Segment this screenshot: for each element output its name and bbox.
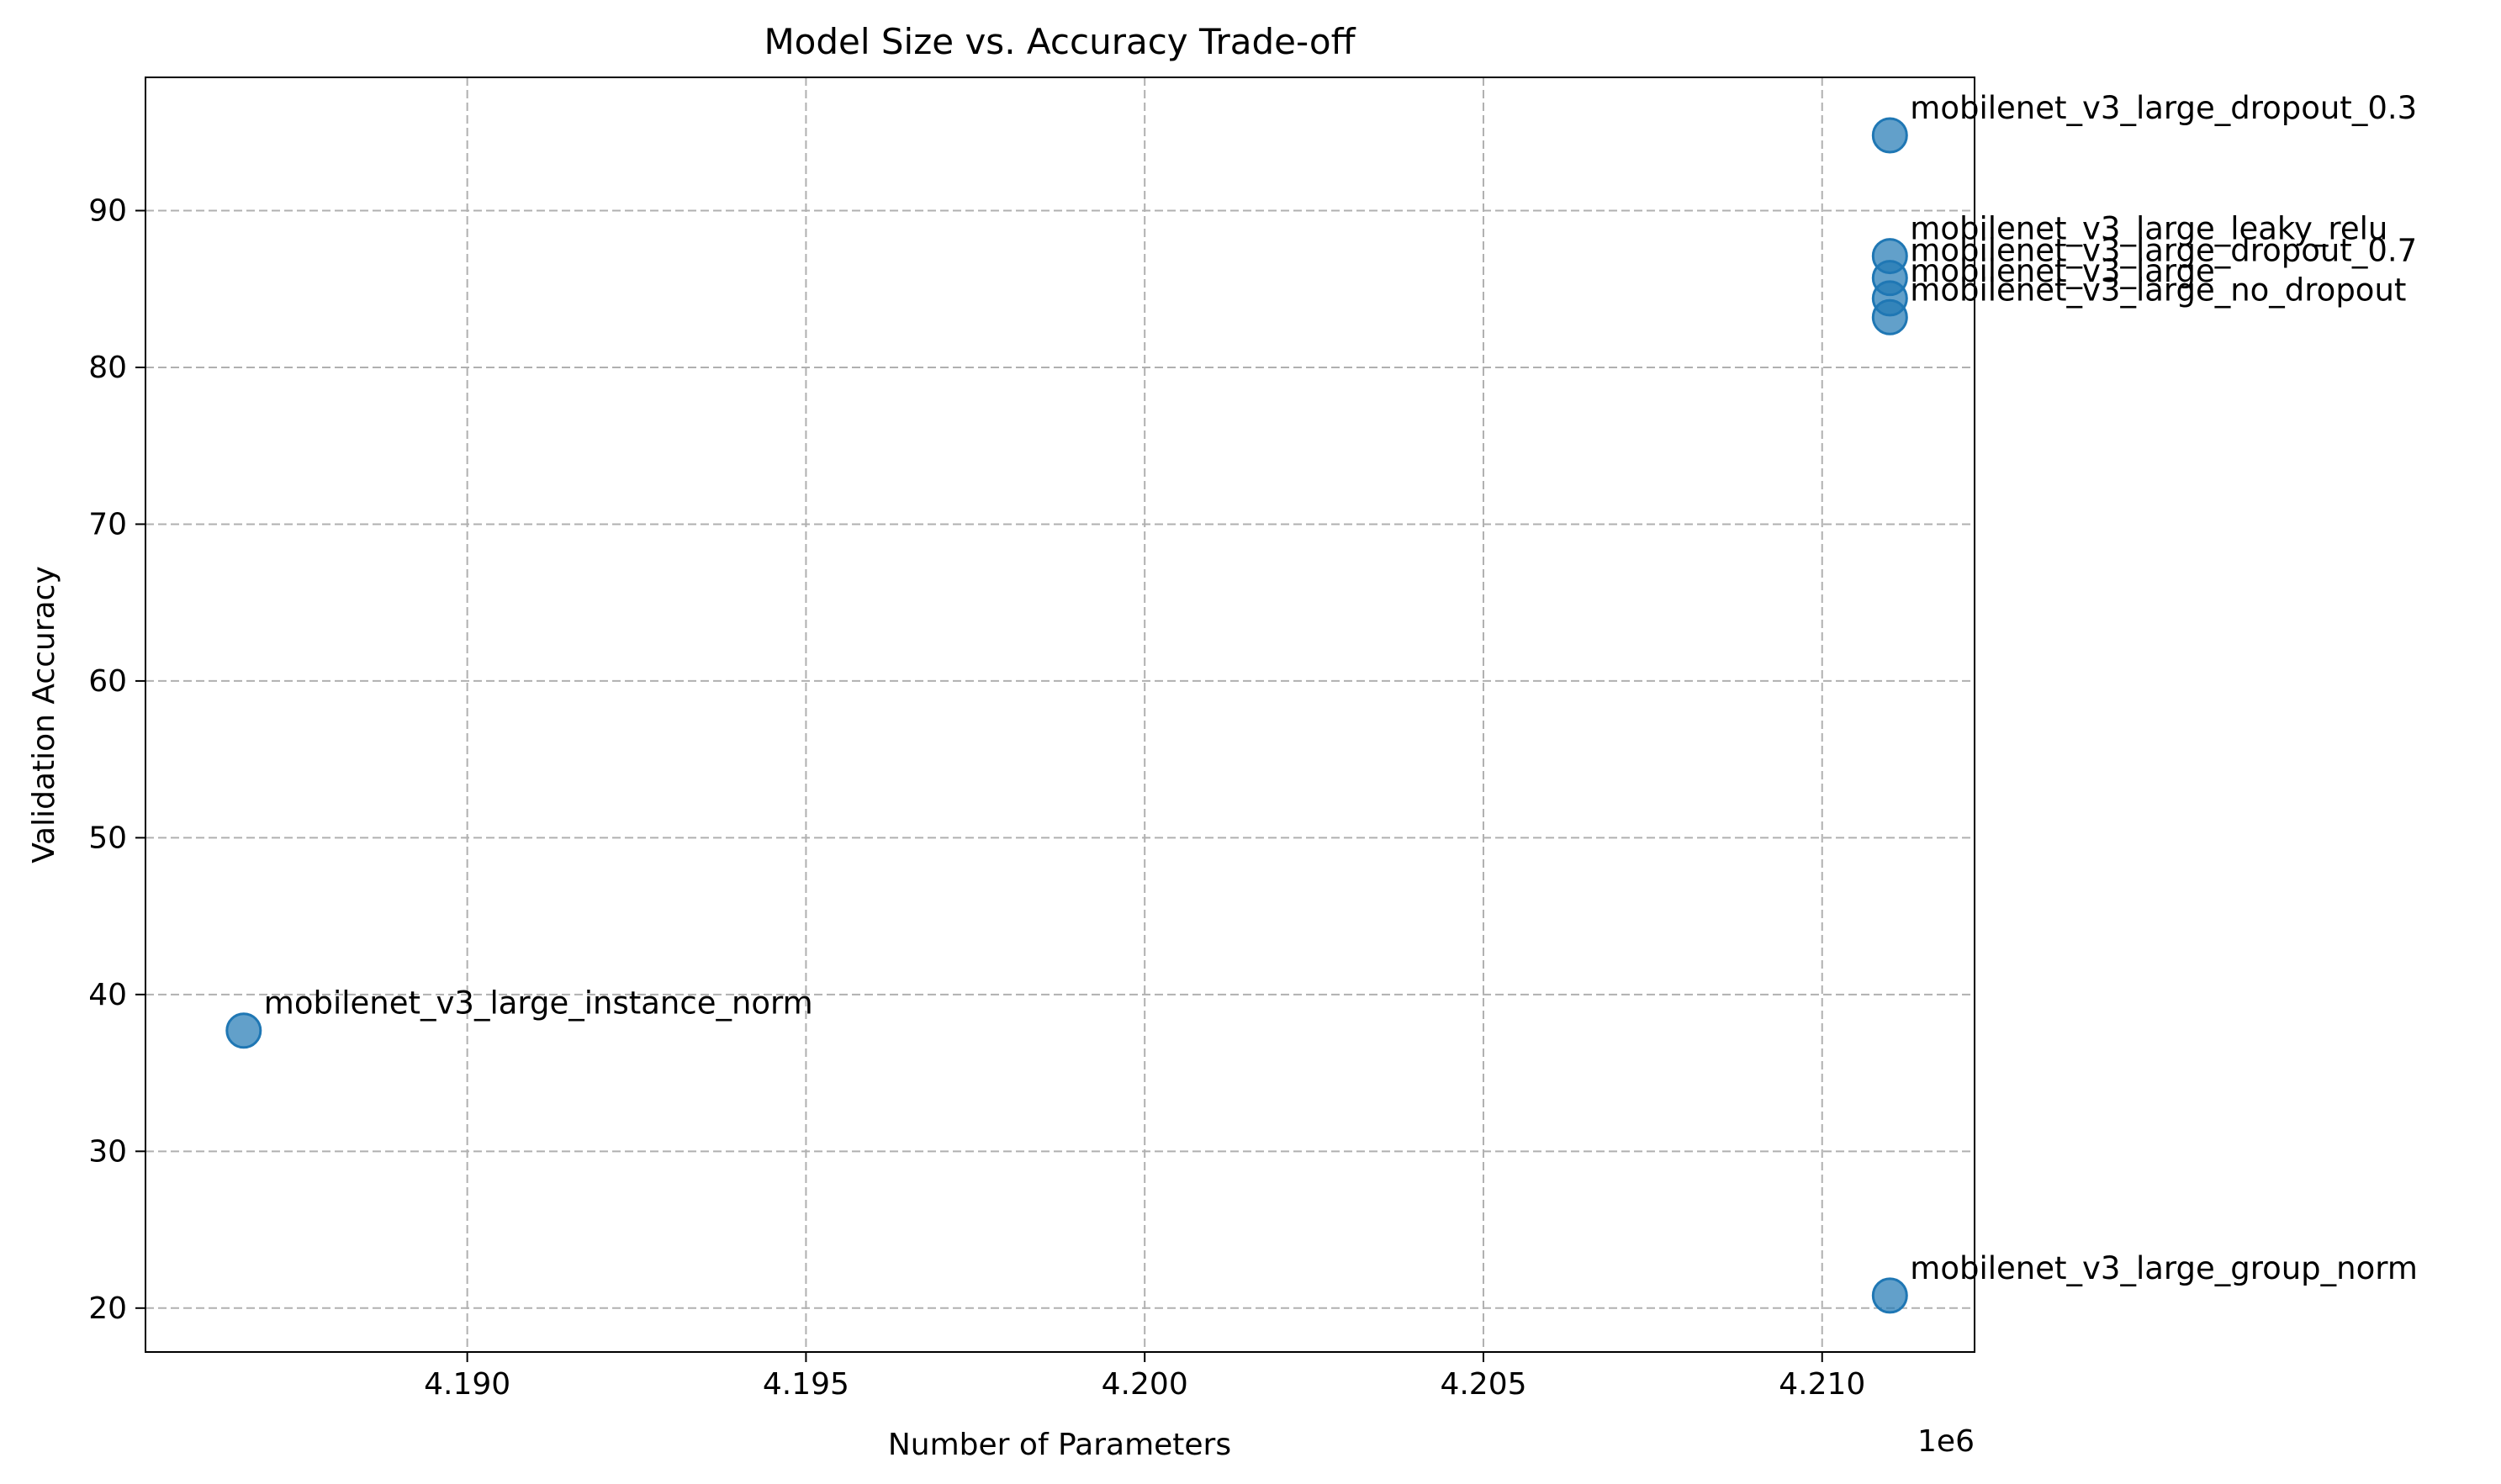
point-label: mobilenet_v3_large_dropout_0.7 [1910,233,2417,269]
y-tick-label: 80 [88,351,127,385]
x-axis-offset-label: 1e6 [1917,1424,1975,1459]
data-point [1871,298,1908,335]
point-label: mobilenet_v3_large_leaky_relu [1910,211,2387,247]
point-label: mobilenet_v3_large_instance_norm [264,985,813,1022]
grid [145,77,1975,1352]
data-points [225,117,1908,1314]
point-label: mobilenet_v3_large_group_norm [1910,1250,2418,1286]
data-point [1871,1277,1908,1314]
point-label: mobilenet_v3_large_no_dropout [1910,272,2406,308]
y-tick-label: 50 [88,821,127,855]
x-axis-ticks: 4.190 4.195 4.200 4.205 4.210 [424,1352,1865,1402]
y-tick-label: 70 [88,507,127,541]
point-label: mobilenet_v3_large_dropout_0.3 [1910,90,2417,126]
x-tick-label: 4.190 [424,1367,510,1402]
point-label: mobilenet_v3_large [1910,253,2214,289]
chart-title: Model Size vs. Accuracy Trade-off [764,21,1356,62]
x-tick-label: 4.210 [1779,1367,1865,1402]
x-tick-label: 4.200 [1102,1367,1188,1402]
point-annotations: mobilenet_v3_large_dropout_0.3 mobilenet_… [264,90,2418,1286]
y-axis-ticks: 20 30 40 50 60 70 80 90 [88,193,145,1326]
x-tick-label: 4.205 [1440,1367,1526,1402]
y-tick-label: 40 [88,978,127,1012]
y-tick-label: 90 [88,193,127,228]
data-point [1871,117,1908,154]
y-axis-label: Validation Accuracy [27,566,61,863]
x-axis-label: Number of Parameters [888,1428,1231,1462]
plot-frame [145,77,1975,1353]
y-tick-label: 60 [88,664,127,699]
y-tick-label: 20 [88,1291,127,1326]
data-point [225,1012,262,1049]
x-tick-label: 4.195 [763,1367,849,1402]
y-tick-label: 30 [88,1134,127,1169]
